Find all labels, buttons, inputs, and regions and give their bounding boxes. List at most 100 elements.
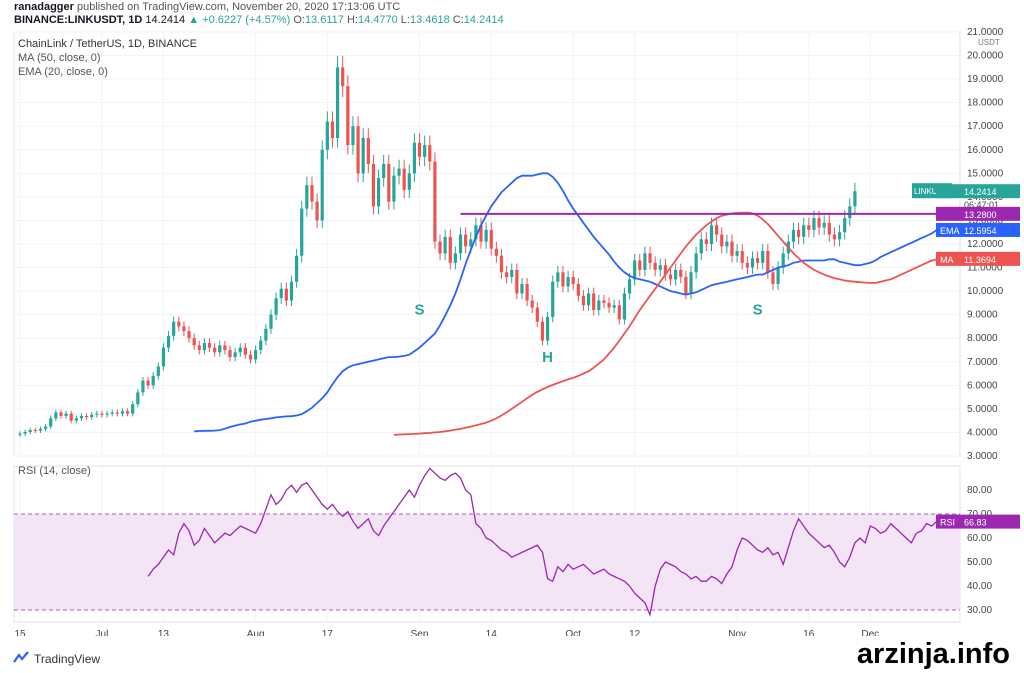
candle-body [807, 225, 811, 230]
candle-body [120, 411, 125, 414]
x-axis-tick: Jul [96, 629, 109, 636]
high-label: H: [346, 14, 358, 26]
candle-body [172, 321, 176, 336]
ma-badge-value: 11.3694 [964, 255, 996, 265]
candle-body [612, 305, 616, 308]
candle-body [110, 412, 114, 414]
candle-body [853, 191, 857, 207]
candle-body [489, 229, 493, 249]
candle-body [617, 305, 621, 320]
ema20-line [194, 172, 938, 433]
symbol-name: BINANCE:LINKUSDT, 1D [14, 14, 143, 26]
candle-body [704, 239, 708, 244]
rsi-axis-tick: 50.00 [967, 557, 992, 568]
candle-body [151, 375, 155, 386]
candle-body [715, 225, 719, 235]
last-price: 14.2414 [145, 14, 186, 26]
candle-body [213, 347, 217, 353]
candle-body [279, 288, 283, 299]
close-value: 14.2414 [463, 14, 504, 26]
candle-body [505, 272, 509, 277]
x-axis-tick: 13 [158, 629, 170, 636]
candle-body [658, 265, 662, 270]
rsi-axis-tick: 80.00 [967, 485, 992, 496]
price-change: ▲ +0.6227 (+4.57%) [188, 14, 291, 26]
candle-body [443, 236, 447, 254]
price-axis-tick: 5.0000 [967, 404, 998, 415]
price-axis-tick: 4.0000 [967, 427, 998, 438]
close-label: C: [452, 14, 464, 26]
ma-badge-name: MA [940, 255, 954, 265]
candle-body [330, 121, 335, 138]
candle-body [540, 321, 545, 341]
last-price-badge-value: 14.2414 [964, 187, 997, 197]
last-symbol-name: LINKUSDT [914, 187, 954, 196]
candle-body [371, 163, 376, 207]
candle-body [689, 272, 693, 294]
candle-body [494, 248, 498, 256]
candle-body [243, 347, 247, 355]
candle-body [325, 121, 329, 150]
candle-body [750, 258, 755, 268]
ma50-line [393, 211, 938, 436]
candle-body [837, 232, 842, 240]
candle-body [407, 173, 411, 190]
candle-body [387, 163, 391, 202]
price-axis-tick: 9.0000 [967, 310, 998, 321]
candle-body [622, 293, 627, 320]
price-chart-svg[interactable]: 3.0000 4.0000 5.0000 6.0000 7.0000 8.0000 9.00… [0, 26, 1024, 640]
chart-area[interactable]: 3.0000 4.0000 5.0000 6.0000 7.0000 8.0000 9.00… [0, 26, 1024, 641]
rsi-current-name: RSI [940, 518, 955, 528]
price-axis-tick: 8.0000 [967, 333, 998, 344]
price-axis-tick: 3.0000 [967, 451, 998, 462]
candle-body [586, 293, 591, 306]
candle-body [218, 345, 222, 353]
rsi-legend: RSI (14, close) [18, 465, 91, 477]
candle-body [44, 426, 48, 429]
pattern-annotation: S [753, 302, 763, 319]
tradingview-logo[interactable]: TradingView [12, 651, 100, 666]
candle-body [684, 276, 688, 294]
candle-body [166, 335, 171, 348]
price-axis-tick: 12.0000 [967, 239, 1004, 250]
price-axis-tick: 11.0000 [967, 263, 1003, 274]
last-price-badge [936, 184, 1020, 199]
tradingview-cloud-icon [12, 651, 30, 666]
candle-body [510, 269, 514, 277]
ema-badge-value: 12.5954 [964, 226, 997, 236]
price-axis-tick: 7.0000 [967, 357, 998, 368]
candle-body [223, 345, 227, 350]
candle-body [545, 317, 550, 341]
publisher-name: ranadagger [14, 1, 74, 13]
low-label: L: [400, 14, 410, 26]
candle-body [479, 225, 483, 242]
candle-body [300, 208, 304, 256]
candle-body [648, 253, 652, 263]
candle-body [499, 255, 504, 273]
candle-body [530, 300, 534, 308]
candle-body [776, 267, 780, 285]
candle-body [817, 218, 821, 228]
candle-body [766, 251, 770, 273]
candle-body [141, 380, 145, 393]
candle-body [438, 241, 442, 254]
price-axis-tick: 16.0000 [967, 145, 1004, 156]
candle-body [740, 251, 744, 263]
candle-body [295, 255, 299, 282]
candle-body [136, 392, 140, 405]
candle-body [474, 225, 478, 240]
candle-body [848, 206, 852, 219]
candle-body [74, 418, 78, 421]
candle-body [720, 234, 724, 247]
candle-body [638, 260, 642, 270]
candle-body [423, 145, 427, 157]
candle-body [264, 328, 268, 341]
candle-body [674, 269, 678, 280]
high-value: 14.4770 [357, 14, 398, 26]
x-axis-tick: Aug [247, 629, 265, 636]
candle-body [100, 413, 104, 415]
candle-body [23, 431, 27, 434]
candle-body [520, 284, 524, 294]
rsi-current-value: 66.83 [964, 518, 987, 528]
chart-title: ChainLink / TetherUS, 1D, BINANCE [18, 38, 197, 50]
